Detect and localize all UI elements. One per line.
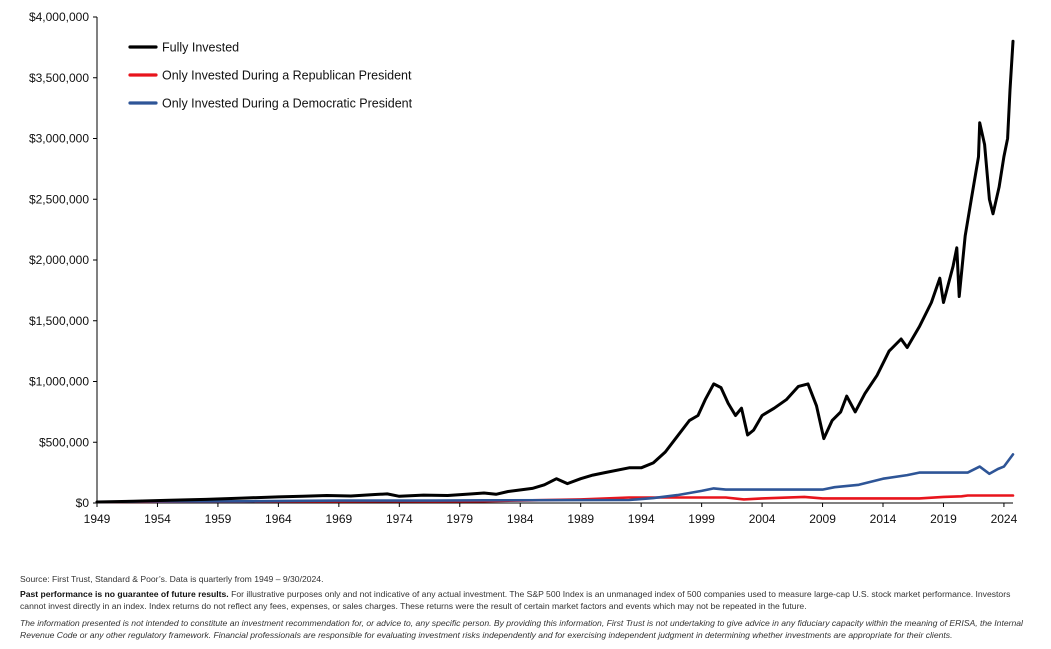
x-tick-label: 2019 <box>930 512 957 526</box>
legal-note: The information presented is not intende… <box>20 618 1035 641</box>
y-axis: $0 $500,000 $1,000,000 $1,500,000 $2,000,000… <box>29 10 98 510</box>
legal-text: The information presented is not intende… <box>20 618 1023 640</box>
x-tick-label: 1974 <box>386 512 413 526</box>
x-tick-label: 2014 <box>870 512 897 526</box>
legend-label-fully-invested: Fully Invested <box>162 41 239 55</box>
x-tick-label: 1989 <box>567 512 594 526</box>
y-tick-label: $2,000,000 <box>29 253 89 267</box>
disclaimer-bold: Past performance is no guarantee of futu… <box>20 589 229 599</box>
source-text: Source: First Trust, Standard & Poor’s. … <box>20 574 324 584</box>
source-note: Source: First Trust, Standard & Poor’s. … <box>20 574 1035 586</box>
x-tick-label: 1994 <box>628 512 655 526</box>
x-tick-label: 1959 <box>205 512 232 526</box>
x-tick-label: 2009 <box>809 512 836 526</box>
x-tick-label: 1969 <box>325 512 352 526</box>
disclaimer-text: For illustrative purposes only and not i… <box>20 589 1011 611</box>
x-tick-label: 2024 <box>991 512 1018 526</box>
x-tick-label: 1979 <box>446 512 473 526</box>
y-tick-label: $4,000,000 <box>29 10 89 24</box>
y-tick-label: $3,500,000 <box>29 71 89 85</box>
y-tick-label: $3,000,000 <box>29 132 89 146</box>
legend: Fully Invested Only Invested During a Rep… <box>128 41 413 111</box>
line-chart: $0 $500,000 $1,000,000 $1,500,000 $2,000,000… <box>29 10 1018 526</box>
legend-label-democratic: Only Invested During a Democratic Presid… <box>162 97 413 111</box>
y-tick-label: $500,000 <box>39 435 89 449</box>
legend-label-republican: Only Invested During a Republican Presid… <box>162 69 412 83</box>
x-tick-label: 2004 <box>749 512 776 526</box>
x-axis: 1949 1954 1959 1964 1969 1974 1979 1984 1989 1994… <box>84 502 1018 526</box>
series-line-fully-invested <box>95 39 1015 504</box>
y-tick-label: $1,500,000 <box>29 314 89 328</box>
x-tick-label: 1999 <box>688 512 715 526</box>
x-tick-label: 1984 <box>507 512 534 526</box>
disclaimer: Past performance is no guarantee of futu… <box>20 589 1035 612</box>
x-tick-label: 1949 <box>84 512 111 526</box>
x-tick-label: 1964 <box>265 512 292 526</box>
series-lines <box>95 39 1015 504</box>
y-tick-label: $0 <box>76 496 90 510</box>
y-tick-label: $2,500,000 <box>29 192 89 206</box>
y-tick-label: $1,000,000 <box>29 375 89 389</box>
x-tick-label: 1954 <box>144 512 171 526</box>
series-line-democratic <box>95 453 1015 504</box>
